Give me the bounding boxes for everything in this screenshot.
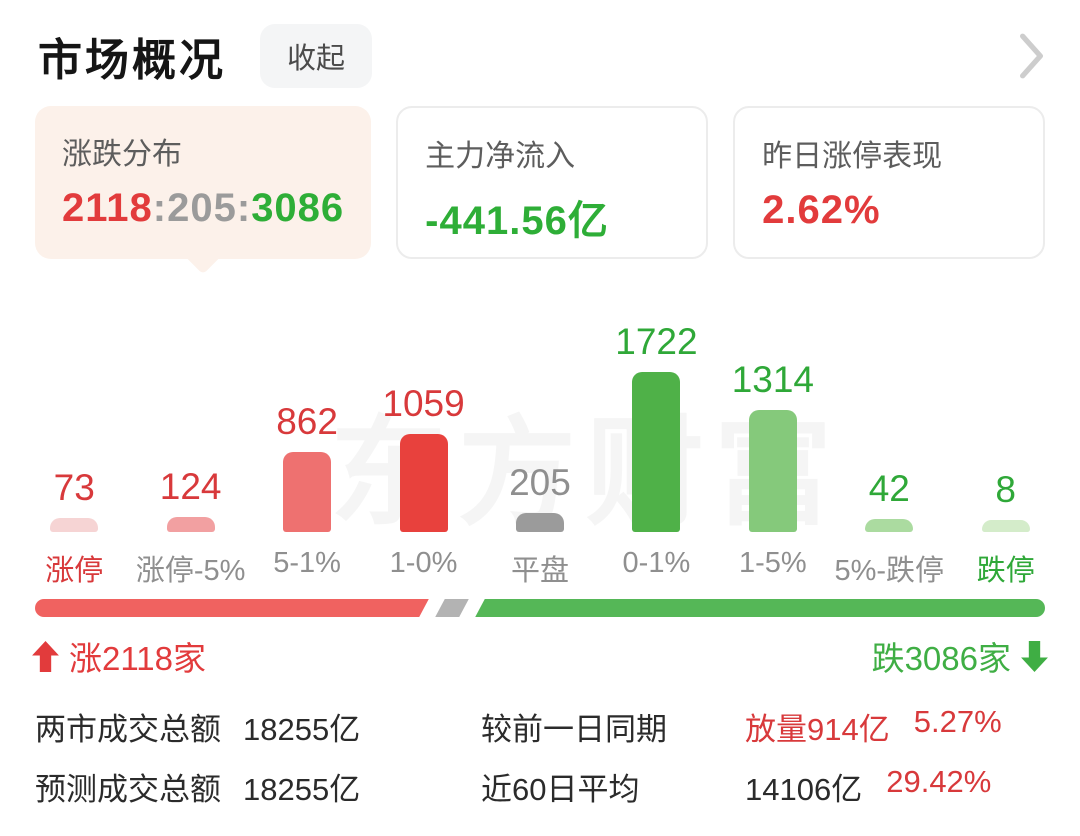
stats-row: 两市成交总额 18255亿 较前一日同期 放量914亿 5.27%: [35, 696, 1045, 756]
bar-column-3: 862 5-1%: [249, 287, 365, 583]
bar-category-label: 0-1%: [622, 547, 691, 579]
turnover-stats: 两市成交总额 18255亿 较前一日同期 放量914亿 5.27% 预测成交总额 18255…: [0, 696, 1080, 816]
card-value-part: :: [152, 186, 168, 230]
card-updown-distribution[interactable]: 涨跌分布 2118:205:3086: [35, 106, 372, 275]
page-title: 市场概况: [38, 36, 226, 85]
card-value-part: 205: [167, 186, 237, 230]
card-label: 昨日涨停表现: [762, 140, 943, 173]
stats-value-part: 放量914亿: [745, 711, 890, 747]
collapse-button[interactable]: 收起: [260, 24, 373, 88]
bar-column-9: 8 跌停: [948, 287, 1064, 587]
bar-value-label: 862: [276, 401, 338, 442]
down-arrow-icon: [1021, 640, 1048, 672]
bar: [50, 518, 99, 532]
down-count-label: 跌3086家: [871, 640, 1011, 677]
stats-label: 两市成交总额: [35, 711, 221, 747]
bar-column-7: 1314 1-5%: [715, 287, 831, 583]
card-value-limit-up-perf: 2.62%: [762, 188, 881, 232]
card-value-part: :: [236, 186, 252, 230]
bar-category-label: 5-1%: [273, 547, 341, 579]
up-count-label: 涨2118家: [69, 640, 206, 677]
stats-comparison-value: 14106亿 29.42%: [745, 764, 991, 809]
card-label: 涨跌分布: [62, 138, 182, 171]
bar-category-label: 涨停-5%: [135, 555, 246, 587]
up-count: 涨2118家: [32, 632, 206, 680]
bar: [981, 520, 1030, 532]
rise-fall-ratio-bar: [35, 599, 1045, 617]
bar-column-2: 124 涨停-5%: [132, 287, 248, 587]
updown-counts: 涨2118家 跌3086家: [0, 632, 1080, 680]
stats-label: 近60日平均: [481, 771, 640, 807]
bar-category-label: 平盘: [510, 555, 569, 587]
bar-column-1: 73 涨停: [16, 287, 132, 587]
bar-column-4: 1059 1-0%: [365, 287, 481, 583]
stats-value: 18255亿: [243, 771, 361, 807]
bar-value-label: 1059: [382, 383, 465, 424]
bar-value-label: 1314: [731, 359, 814, 400]
up-arrow-icon: [32, 640, 59, 672]
card-label: 主力净流入: [425, 140, 576, 173]
stats-label: 预测成交总额: [35, 771, 221, 807]
card-pointer-tail: [184, 237, 222, 275]
stats-value-part: 5.27%: [913, 703, 1002, 739]
card-value-updown-ratio: 2118:205:3086: [62, 186, 344, 231]
bar: [515, 513, 564, 532]
distribution-bar-chart: 东方财富 73 涨停 124 涨停-5% 862 5-1% 1059 1-0% 205 平盘 172…: [0, 287, 1080, 587]
header: 市场概况 收起: [0, 0, 1080, 88]
bar-value-label: 1722: [615, 321, 698, 362]
stats-comparison-value: 放量914亿 5.27%: [745, 704, 1002, 749]
bar-column-5: 205 平盘: [482, 287, 598, 587]
chart-columns: 73 涨停 124 涨停-5% 862 5-1% 1059 1-0% 205 平盘 1722 0-1%…: [16, 287, 1064, 587]
card-value-part: 2118: [62, 186, 153, 230]
card-yesterday-limit-up[interactable]: 昨日涨停表现 2.62%: [733, 106, 1046, 259]
bar-category-label: 1-0%: [389, 547, 458, 579]
bar-category-label: 5%-跌停: [834, 555, 945, 587]
stats-value: 18255亿: [243, 711, 361, 747]
stats-value-part: 29.42%: [886, 763, 992, 799]
bar-value-label: 124: [159, 466, 222, 507]
chevron-right-icon[interactable]: [1018, 32, 1046, 80]
bar-column-8: 42 5%-跌停: [831, 287, 947, 587]
bar-category-label: 涨停: [45, 555, 104, 587]
bar-value-label: 205: [509, 462, 571, 503]
stats-label: 较前一日同期: [481, 711, 667, 747]
summary-cards: 涨跌分布 2118:205:3086 主力净流入 -441.56亿 昨日涨停表现…: [0, 106, 1080, 275]
bar-column-6: 1722 0-1%: [598, 287, 714, 583]
bar-category-label: 1-5%: [738, 547, 807, 579]
bar: [399, 434, 448, 532]
bar: [283, 452, 332, 532]
card-value-part: 3086: [251, 186, 345, 230]
ratio-up-segment: [35, 599, 431, 617]
bar: [632, 372, 681, 532]
bar: [748, 410, 797, 532]
bar: [865, 519, 914, 532]
stats-row: 预测成交总额 18255亿 近60日平均 14106亿 29.42%: [35, 756, 1045, 816]
down-count: 跌3086家: [872, 632, 1048, 680]
card-main-net-inflow[interactable]: 主力净流入 -441.56亿: [396, 106, 709, 259]
bar-category-label: 跌停: [976, 555, 1035, 587]
bar-value-label: 73: [53, 467, 95, 508]
ratio-down-segment: [472, 599, 1045, 617]
bar-value-label: 42: [868, 468, 910, 509]
bar-value-label: 8: [995, 469, 1016, 510]
card-value-net-inflow: -441.56亿: [425, 199, 609, 243]
bar: [166, 517, 215, 532]
stats-value-part: 14106亿: [745, 771, 863, 807]
